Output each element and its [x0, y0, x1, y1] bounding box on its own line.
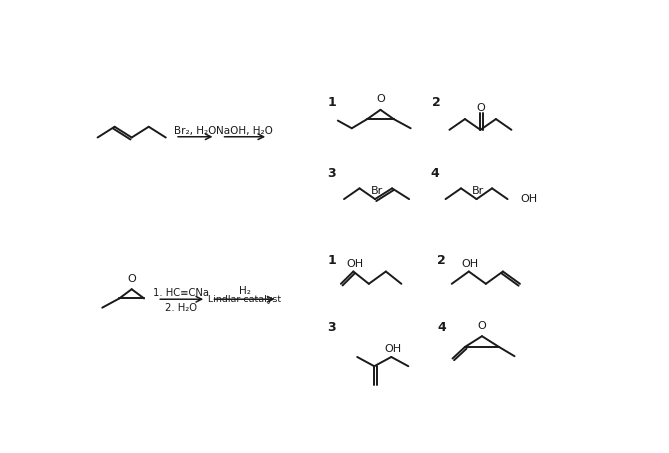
- Text: 2: 2: [432, 96, 441, 109]
- Text: Br: Br: [472, 187, 484, 197]
- Text: H₂: H₂: [239, 286, 251, 296]
- Text: Br: Br: [371, 187, 383, 197]
- Text: OH: OH: [347, 259, 363, 269]
- Text: OH: OH: [462, 259, 479, 269]
- Text: Br₂, H₂O: Br₂, H₂O: [174, 125, 216, 135]
- Text: 1: 1: [327, 96, 336, 109]
- Text: 4: 4: [438, 321, 446, 334]
- Text: 2. H₂O: 2. H₂O: [165, 304, 197, 313]
- Text: 3: 3: [327, 321, 336, 334]
- Text: 4: 4: [430, 167, 439, 180]
- Text: O: O: [477, 103, 486, 113]
- Text: OH: OH: [520, 194, 537, 204]
- Text: OH: OH: [384, 344, 401, 354]
- Text: O: O: [376, 94, 385, 104]
- Text: 2: 2: [438, 254, 446, 267]
- Text: 3: 3: [327, 167, 336, 180]
- Text: O: O: [478, 321, 486, 331]
- Text: NaOH, H₂O: NaOH, H₂O: [216, 125, 273, 135]
- Text: O: O: [127, 274, 136, 284]
- Text: Lindlar catalyst: Lindlar catalyst: [208, 295, 282, 304]
- Text: 1: 1: [327, 254, 336, 267]
- Text: 1. HC≡CNa: 1. HC≡CNa: [153, 288, 209, 298]
